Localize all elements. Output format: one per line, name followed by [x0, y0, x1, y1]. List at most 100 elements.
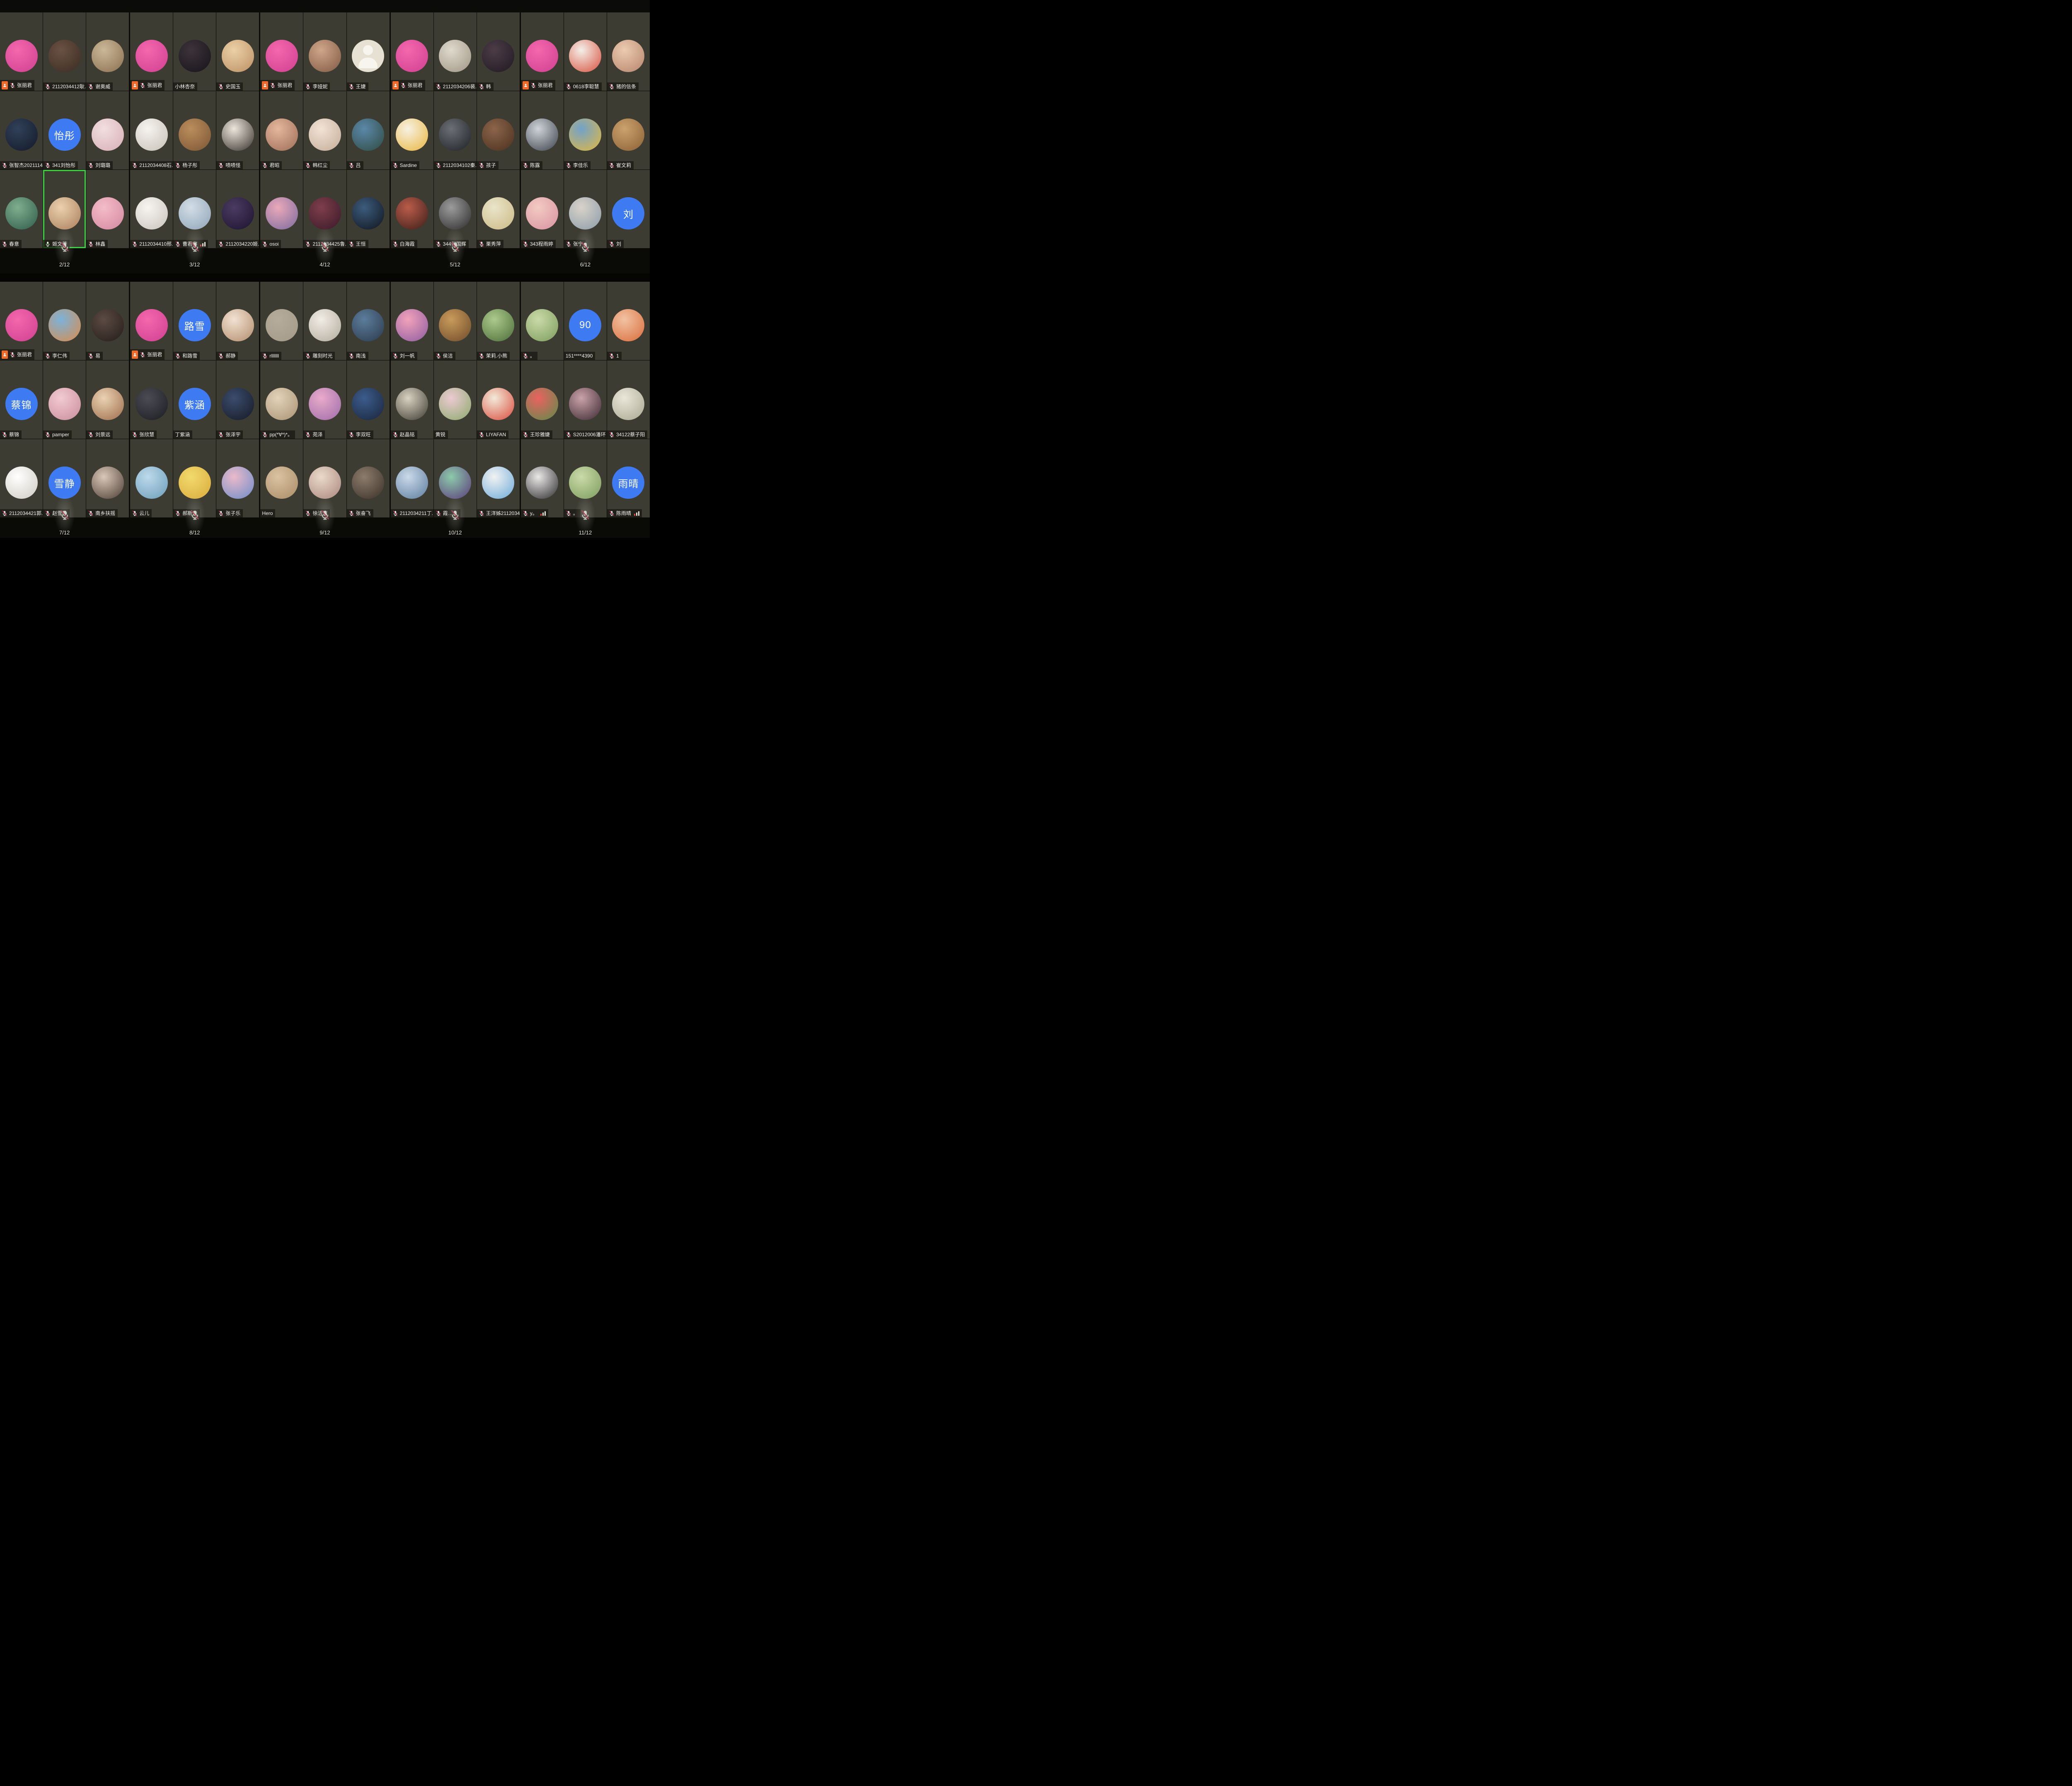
participant-tile[interactable]: 雕刻时光 — [303, 282, 346, 360]
participant-tile[interactable]: 春意 — [0, 170, 43, 248]
participant-tile[interactable]: 雨晴 陈雨晴 — [607, 439, 650, 517]
participant-tile[interactable]: 小林杏奈 — [173, 12, 216, 91]
participant-tile[interactable]: 张子乐 — [216, 439, 259, 517]
participant-tile[interactable]: 怡彤 341刘怡彤 — [43, 91, 86, 169]
participant-tile[interactable]: 34122蔡子阳 — [607, 360, 650, 439]
participant-tile[interactable]: 王恒 — [346, 170, 390, 248]
participant-tile[interactable]: 343程雨婷 — [520, 170, 564, 248]
participant-tile[interactable]: 苑泽 — [303, 360, 346, 439]
participant-tile[interactable]: 张欣慧 — [130, 360, 173, 439]
participant-tile[interactable]: 紫涵 丁紫涵 — [173, 360, 216, 439]
participant-tile[interactable]: 云儿 — [130, 439, 173, 517]
participant-tile[interactable]: 李双旺 — [346, 360, 390, 439]
participant-tile[interactable]: 2112034410邢... — [130, 170, 173, 248]
participant-tile[interactable]: 郝静 — [216, 282, 259, 360]
participant-tile[interactable]: 王洋姊2112034... — [477, 439, 520, 517]
name-label: 。 — [564, 509, 581, 517]
participant-tile[interactable]: 2112034421郭... — [0, 439, 43, 517]
participant-tile[interactable]: 王婕 — [346, 12, 390, 91]
participant-tile[interactable]: 蔡锦 蔡锦 — [0, 360, 43, 439]
participant-tile[interactable]: 韩红尘 — [303, 91, 346, 169]
participant-tile[interactable]: 。 — [564, 439, 607, 517]
participant-tile[interactable]: 韩 — [477, 12, 520, 91]
participant-tile[interactable]: 2112034206裴... — [433, 12, 477, 91]
participant-tile[interactable]: rlllllll — [260, 282, 303, 360]
participant-tile[interactable]: 曹君容 — [173, 170, 216, 248]
participant-tile[interactable]: 1 — [607, 282, 650, 360]
participant-tile[interactable]: 张丽君 — [0, 12, 43, 91]
participant-tile[interactable]: 赵晶铭 — [390, 360, 433, 439]
participant-tile[interactable]: 栗秀萍 — [477, 170, 520, 248]
participant-tile[interactable]: 2112034408石... — [130, 91, 173, 169]
participant-tile[interactable]: 2112034220姬... — [216, 170, 259, 248]
participant-tile[interactable]: 史国玉 — [216, 12, 259, 91]
participant-tile[interactable]: 2112034412耿... — [43, 12, 86, 91]
participant-tile[interactable]: 雪静 赵雪静 — [43, 439, 86, 517]
participant-tile[interactable]: 张丽君 — [260, 12, 303, 91]
mic-muted-icon — [140, 352, 145, 358]
host-badge-icon — [522, 81, 529, 89]
participant-tile[interactable]: 君昭 — [260, 91, 303, 169]
participant-tile[interactable]: 2112034211丁... — [390, 439, 433, 517]
participant-tile[interactable]: 林鑫 — [86, 170, 129, 248]
participant-avatar: 90 — [569, 309, 602, 341]
network-signal-icon — [540, 511, 546, 516]
participant-tile[interactable]: 344何国辉 — [433, 170, 477, 248]
participant-tile[interactable]: 刘一帆 — [390, 282, 433, 360]
participant-tile[interactable]: 孩子 — [477, 91, 520, 169]
participant-tile[interactable]: S2012006潘环 — [564, 360, 607, 439]
participant-tile[interactable]: y。 — [520, 439, 564, 517]
participant-tile[interactable]: 张丽君 — [130, 12, 173, 91]
participant-tile[interactable]: 易 — [86, 282, 129, 360]
participant-tile[interactable]: osoi — [260, 170, 303, 248]
participant-tile[interactable]: 张泽宇 — [216, 360, 259, 439]
participant-tile[interactable]: 刘刘 — [607, 170, 650, 248]
participant-name: 霞…… — [443, 510, 458, 516]
participant-tile[interactable]: 吕 — [346, 91, 390, 169]
page-number: 2/12 — [59, 261, 70, 268]
participant-tile[interactable]: 杨子彤 — [173, 91, 216, 169]
participant-tile[interactable]: 猪的信条 — [607, 12, 650, 91]
participant-tile[interactable]: 张丽君 — [520, 12, 564, 91]
participant-tile[interactable]: 路雪 和路雪 — [173, 282, 216, 360]
participant-tile[interactable]: 李仁伟 — [43, 282, 86, 360]
participant-tile[interactable]: 啧啧怪 — [216, 91, 259, 169]
participant-tile[interactable]: 茉莉.小熊 — [477, 282, 520, 360]
participant-avatar — [265, 118, 298, 151]
participant-tile[interactable]: 2112034425鲁... — [303, 170, 346, 248]
participant-tile[interactable]: 陈露 — [520, 91, 564, 169]
participant-tile[interactable]: 侯洁 — [433, 282, 477, 360]
participant-tile[interactable]: 2112034102秦... — [433, 91, 477, 169]
participant-tile[interactable]: pamper — [43, 360, 86, 439]
participant-tile[interactable]: 张丽君 — [130, 282, 173, 360]
participant-tile[interactable]: 李佳乐 — [564, 91, 607, 169]
participant-tile[interactable]: LIYAFAN — [477, 360, 520, 439]
participant-tile[interactable]: 崔文莉 — [607, 91, 650, 169]
participant-tile[interactable]: 霞…… — [433, 439, 477, 517]
participant-tile[interactable]: 张智杰2021114... — [0, 91, 43, 169]
participant-tile[interactable]: 郝斯佳 — [173, 439, 216, 517]
participant-tile[interactable]: 张丽君 — [0, 282, 43, 360]
participant-tile[interactable]: 姬文芳 — [43, 170, 86, 248]
participant-tile[interactable]: 张奋飞 — [346, 439, 390, 517]
participant-tile[interactable]: 徐洁洁 — [303, 439, 346, 517]
participant-name: 丁紫涵 — [175, 432, 190, 437]
participant-tile[interactable]: Hero — [260, 439, 303, 517]
participant-tile[interactable]: 刘景远 — [86, 360, 129, 439]
participant-tile[interactable]: 王珍雅婕 — [520, 360, 564, 439]
participant-tile[interactable]: 90 151****4390 — [564, 282, 607, 360]
participant-tile[interactable]: 刘璐璐 — [86, 91, 129, 169]
participant-tile[interactable]: 谢奥威 — [86, 12, 129, 91]
participant-tile[interactable]: 张宁 — [564, 170, 607, 248]
participant-tile[interactable]: 。 — [520, 282, 564, 360]
participant-tile[interactable]: 南乡扶摇 — [86, 439, 129, 517]
participant-tile[interactable]: 张丽君 — [390, 12, 433, 91]
name-label: 张宁 — [564, 240, 586, 248]
participant-tile[interactable]: 黄锐 — [433, 360, 477, 439]
participant-tile[interactable]: 南浅 — [346, 282, 390, 360]
participant-tile[interactable]: Sardine — [390, 91, 433, 169]
participant-tile[interactable]: 李娅妮 — [303, 12, 346, 91]
participant-tile[interactable]: pp(*∀*)*。 — [260, 360, 303, 439]
participant-tile[interactable]: 0618李聪慧 — [564, 12, 607, 91]
participant-tile[interactable]: 白海霞 — [390, 170, 433, 248]
